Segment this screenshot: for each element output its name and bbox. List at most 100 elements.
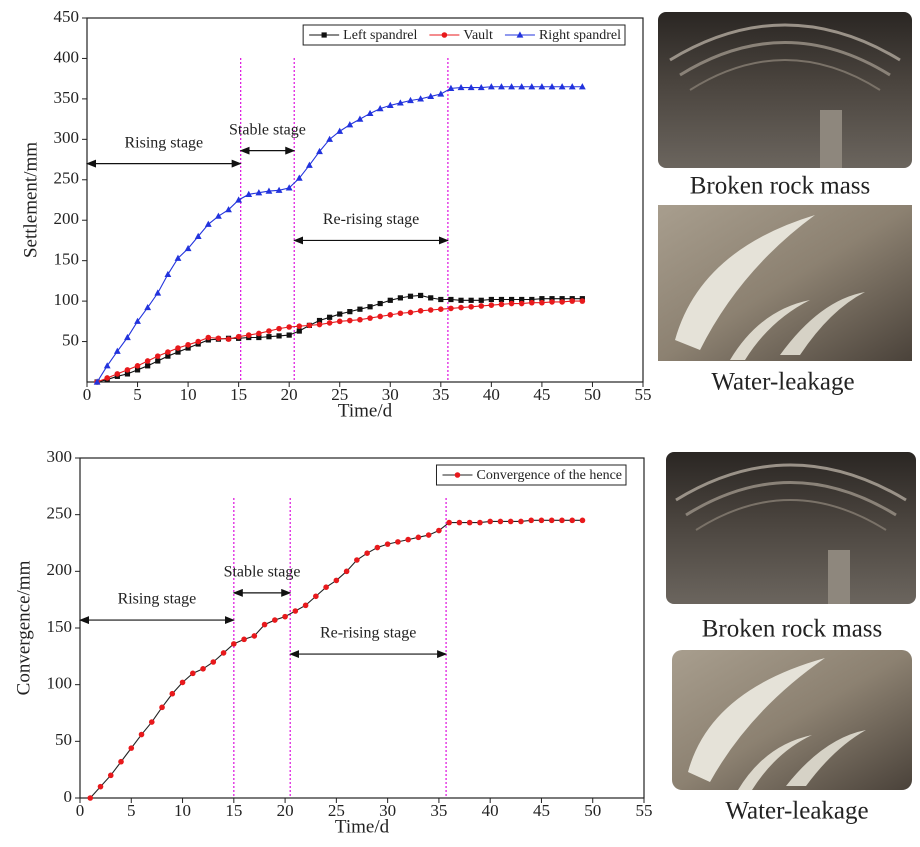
marker <box>316 147 323 155</box>
marker <box>477 83 485 91</box>
marker <box>195 338 201 345</box>
marker <box>266 334 272 340</box>
marker <box>97 783 104 790</box>
marker <box>235 196 243 203</box>
y-tick-label: 0 <box>64 787 73 806</box>
marker <box>407 96 414 104</box>
marker <box>559 299 565 305</box>
marker <box>487 518 493 525</box>
legend-item: Vault <box>429 28 493 43</box>
marker <box>519 296 525 303</box>
marker <box>165 349 171 355</box>
marker <box>407 293 414 299</box>
marker <box>296 323 303 329</box>
legend-item: Right spandrel <box>504 28 621 43</box>
marker <box>468 297 474 303</box>
y-tick-label: 400 <box>54 47 80 66</box>
marker <box>225 206 232 213</box>
x-tick-label: 40 <box>483 385 500 404</box>
marker <box>366 109 374 117</box>
marker <box>376 104 384 112</box>
marker <box>251 633 258 639</box>
legend-box <box>302 24 626 46</box>
marker <box>215 335 222 342</box>
marker <box>326 320 333 326</box>
marker <box>539 299 545 306</box>
marker <box>114 371 121 377</box>
marker <box>148 719 155 725</box>
marker <box>417 95 424 102</box>
marker <box>457 83 465 91</box>
marker <box>164 270 172 278</box>
marker <box>377 300 383 307</box>
marker <box>488 302 495 308</box>
marker <box>107 772 114 779</box>
x-tick-label: 25 <box>331 385 348 404</box>
marker <box>169 690 176 697</box>
marker <box>336 127 344 134</box>
marker <box>498 83 505 90</box>
marker <box>296 328 302 334</box>
marker <box>255 189 263 196</box>
marker <box>346 121 354 128</box>
marker <box>548 83 556 90</box>
marker <box>417 308 424 314</box>
marker <box>235 333 242 340</box>
y-tick-label: 150 <box>54 250 80 269</box>
marker <box>286 324 292 330</box>
y-tick-label: 250 <box>47 504 73 523</box>
marker <box>487 83 495 90</box>
marker <box>261 621 268 628</box>
x-axis-title: Time/d <box>338 400 393 421</box>
x-tick-label: 40 <box>482 801 499 820</box>
marker <box>367 315 373 321</box>
marker <box>397 295 403 301</box>
marker <box>93 378 101 385</box>
legend-label: Left spandrel <box>343 28 417 43</box>
x-axis-title: Time/d <box>335 816 390 837</box>
marker <box>326 135 334 142</box>
photo-caption: Water-leakage <box>711 369 854 396</box>
x-tick-label: 10 <box>180 385 197 404</box>
marker <box>210 659 217 665</box>
x-tick-label: 15 <box>230 385 247 404</box>
marker <box>256 334 262 341</box>
marker <box>205 334 212 341</box>
series-line <box>89 519 583 799</box>
legend-label: Vault <box>463 28 493 43</box>
marker <box>185 345 191 351</box>
x-tick-label: 45 <box>533 801 550 820</box>
x-tick-label: 50 <box>584 385 601 404</box>
x-tick-label: 5 <box>127 801 136 820</box>
y-tick-label: 200 <box>54 209 80 228</box>
marker <box>134 367 141 373</box>
marker <box>364 550 370 556</box>
marker <box>448 296 454 303</box>
marker <box>357 316 363 323</box>
annotation: Re-rising stage <box>320 625 416 642</box>
marker <box>154 353 161 359</box>
marker <box>245 190 253 197</box>
marker <box>539 296 545 302</box>
marker <box>498 296 505 303</box>
marker <box>354 557 360 563</box>
marker <box>549 299 555 305</box>
marker <box>316 317 323 324</box>
marker <box>427 92 435 100</box>
marker <box>144 358 151 364</box>
marker <box>377 313 383 320</box>
marker <box>175 345 181 351</box>
photo-water <box>672 650 912 790</box>
marker <box>374 544 381 551</box>
marker <box>103 362 111 369</box>
marker <box>179 679 186 686</box>
marker <box>145 363 151 369</box>
marker <box>508 300 515 307</box>
marker <box>154 289 162 296</box>
marker <box>558 83 566 90</box>
marker <box>425 532 432 538</box>
marker <box>497 518 504 525</box>
marker <box>194 232 202 239</box>
x-tick-label: 35 <box>430 801 447 820</box>
marker <box>225 336 232 342</box>
